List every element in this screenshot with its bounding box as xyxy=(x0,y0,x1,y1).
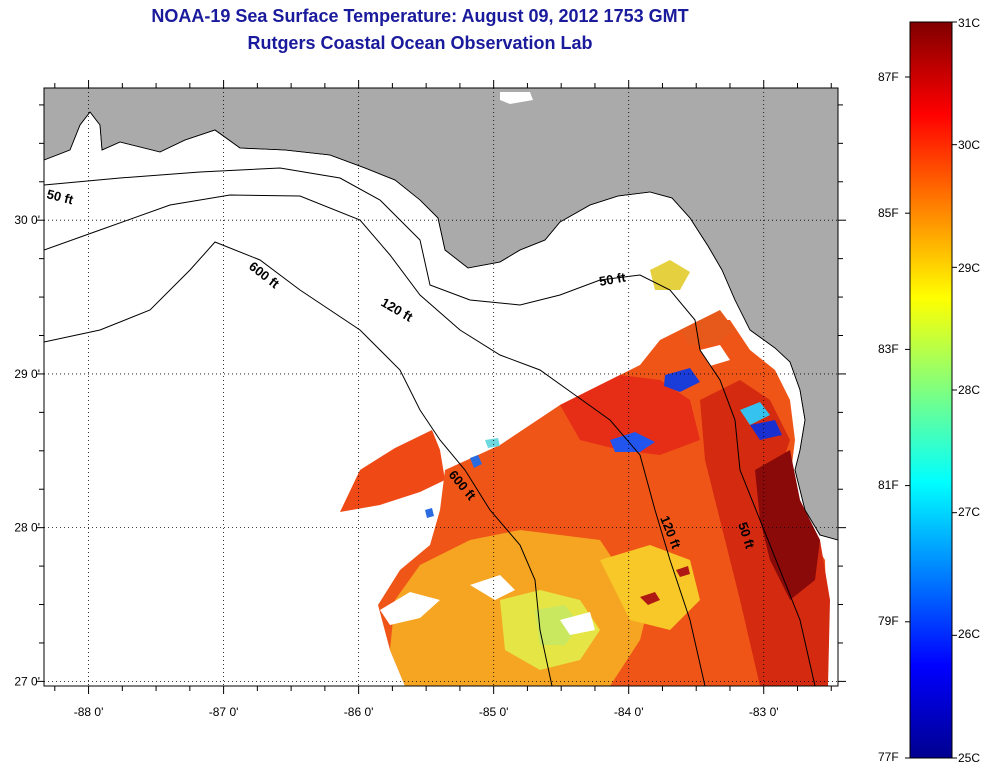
colorbar-label-f: 83F xyxy=(878,342,899,356)
lon-tick-label: -84 0' xyxy=(614,705,644,719)
colorbar-gradient xyxy=(909,21,953,759)
colorbar: 31C 30C 29C 28C 27C 26C 25C 87F 85F 83F … xyxy=(878,16,980,765)
lon-tick-label: -83 0' xyxy=(749,705,779,719)
axis-tick-labels: -88 0' -87 0' -86 0' -85 0' -84 0' -83 0' 30 0… xyxy=(14,213,778,719)
lat-tick-label: 27 0' xyxy=(14,674,40,688)
axis-ticks xyxy=(36,80,846,694)
lon-tick-label: -86 0' xyxy=(344,705,374,719)
lon-tick-label: -85 0' xyxy=(479,705,509,719)
isobath-label: 50 ft xyxy=(45,186,75,207)
map-frame xyxy=(43,87,839,687)
lat-tick-label: 30 0' xyxy=(14,213,40,227)
graticule xyxy=(44,88,838,686)
lat-tick-label: 29 0' xyxy=(14,367,40,381)
title-line-2: Rutgers Coastal Ocean Observation Lab xyxy=(247,33,593,53)
colorbar-label-c: 25C xyxy=(958,751,980,765)
colorbar-label-f: 87F xyxy=(878,70,899,84)
isobath-lines xyxy=(44,167,816,686)
colorbar-label-c: 26C xyxy=(958,627,980,641)
colorbar-label-c: 28C xyxy=(958,383,980,397)
colorbar-label-f: 77F xyxy=(878,750,899,764)
lat-tick-label: 28 0' xyxy=(14,521,40,535)
map-area xyxy=(44,88,838,686)
colorbar-label-c: 27C xyxy=(958,505,980,519)
title-line-1: NOAA-19 Sea Surface Temperature: August … xyxy=(151,6,689,26)
isobath-label: 50 ft xyxy=(598,269,628,289)
lon-tick-label: -88 0' xyxy=(74,705,104,719)
colorbar-label-c: 29C xyxy=(958,261,980,275)
colorbar-label-f: 79F xyxy=(878,614,899,628)
colorbar-label-c: 30C xyxy=(958,138,980,152)
colorbar-label-f: 81F xyxy=(878,478,899,492)
colorbar-label-f: 85F xyxy=(878,206,899,220)
colorbar-label-c: 31C xyxy=(958,16,980,30)
coastline xyxy=(44,111,838,541)
lon-tick-label: -87 0' xyxy=(209,705,239,719)
